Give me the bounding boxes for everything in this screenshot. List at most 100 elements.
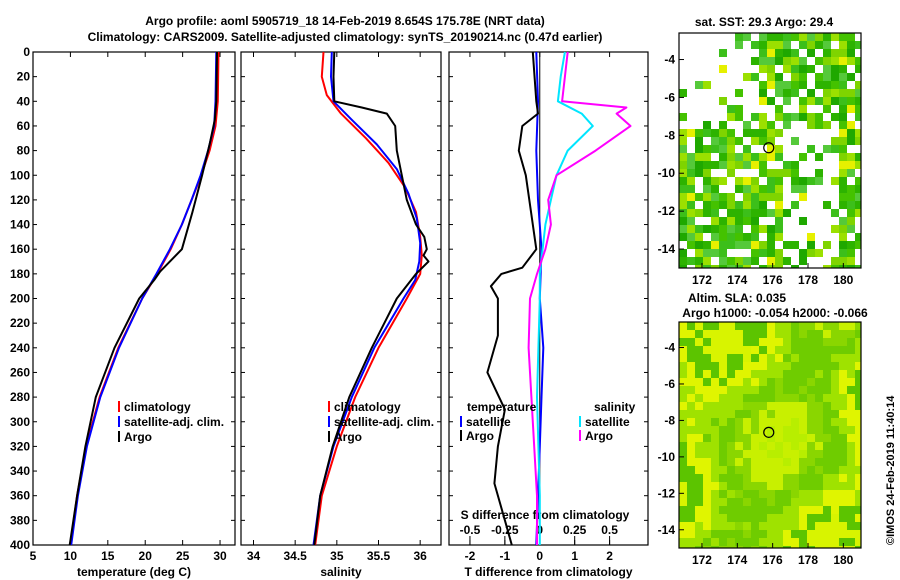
x-tick-label: 30 bbox=[213, 549, 227, 563]
sla-map-cell bbox=[679, 418, 687, 426]
sla-map-cell bbox=[735, 394, 743, 402]
sst-map-cell bbox=[767, 121, 775, 129]
x-tick-label: 25 bbox=[176, 549, 190, 563]
sst-map-cell bbox=[751, 129, 759, 137]
sst-map-cell bbox=[799, 193, 807, 201]
sst-map-cell bbox=[783, 169, 791, 177]
sla-map-cell bbox=[695, 458, 703, 466]
map-y-tick-label: -4 bbox=[664, 53, 675, 67]
sst-map-cell bbox=[759, 225, 767, 233]
difference-profile-series-salinity-satellite bbox=[536, 51, 594, 545]
sst-map-cell bbox=[775, 113, 783, 121]
sst-map-cell bbox=[759, 161, 767, 169]
sla-map-cell bbox=[743, 466, 751, 474]
sla-map-cell bbox=[751, 482, 759, 490]
salinity-profile-frame bbox=[240, 51, 442, 546]
sst-map-cell bbox=[695, 233, 703, 241]
sla-map-cell bbox=[815, 546, 823, 548]
sla-map-cell bbox=[783, 426, 791, 434]
sst-map-cell bbox=[751, 249, 759, 257]
sla-map-cell bbox=[735, 346, 743, 354]
sla-map-cell bbox=[831, 370, 839, 378]
sst-map-cell bbox=[687, 209, 695, 217]
sla-map-cell bbox=[791, 378, 799, 386]
sla-map-cell bbox=[695, 426, 703, 434]
sst-map-cell bbox=[719, 153, 727, 161]
sst-map-cell bbox=[783, 65, 791, 73]
sst-map-cell bbox=[759, 209, 767, 217]
sla-map-cell bbox=[847, 490, 855, 498]
sla-map-cell bbox=[855, 482, 861, 490]
sla-map-cell bbox=[815, 506, 823, 514]
sst-map-cell bbox=[815, 57, 823, 65]
sst-map-cell bbox=[703, 185, 711, 193]
depth-tick-label: 80 bbox=[17, 144, 31, 158]
sst-map-cell bbox=[783, 257, 791, 265]
legend-title-temperature: temperature bbox=[467, 400, 537, 414]
sla-map-cell bbox=[703, 394, 711, 402]
sst-map-cell bbox=[695, 193, 703, 201]
sla-map-cell bbox=[815, 498, 823, 506]
sla-map-cell bbox=[735, 386, 743, 394]
sla-map-cell bbox=[703, 418, 711, 426]
sla-map-cell bbox=[791, 370, 799, 378]
map-y-tick-label: -6 bbox=[664, 90, 675, 104]
sla-map-cell bbox=[839, 394, 847, 402]
sla-map-cell bbox=[687, 426, 695, 434]
sla-map-cell bbox=[831, 482, 839, 490]
sla-map-cell bbox=[847, 362, 855, 370]
sst-map-cell bbox=[791, 89, 799, 97]
sst-map-cell bbox=[847, 129, 855, 137]
sst-map-cell bbox=[711, 265, 719, 268]
sla-map-cell bbox=[799, 530, 807, 538]
sla-map-cell bbox=[695, 498, 703, 506]
sst-map-cell bbox=[767, 153, 775, 161]
sst-map-cell bbox=[807, 177, 815, 185]
sla-map-cell bbox=[727, 426, 735, 434]
sla-map-cell bbox=[783, 546, 791, 548]
sla-map-cell bbox=[679, 410, 687, 418]
sst-map-cell bbox=[831, 225, 839, 233]
sst-map-cell bbox=[719, 49, 727, 57]
depth-tick-label: 160 bbox=[10, 242, 30, 256]
sla-map-cell bbox=[719, 394, 727, 402]
sla-map-cell bbox=[847, 434, 855, 442]
sst-map-cell bbox=[703, 121, 711, 129]
sst-map-cell bbox=[759, 33, 767, 41]
sst-map-cell bbox=[791, 201, 799, 209]
sla-map-cell bbox=[743, 338, 751, 346]
sla-map-cell bbox=[783, 498, 791, 506]
depth-tick-label: 200 bbox=[10, 292, 30, 306]
sla-map-cell bbox=[743, 506, 751, 514]
sla-map-cell bbox=[855, 442, 861, 450]
sla-map-cell bbox=[807, 418, 815, 426]
sla-map-cell bbox=[679, 386, 687, 394]
sla-map-cell bbox=[687, 346, 695, 354]
sla-map-cell bbox=[679, 346, 687, 354]
sst-map-cell bbox=[759, 97, 767, 105]
sst-map-cell bbox=[751, 161, 759, 169]
sla-map-cell bbox=[823, 322, 831, 330]
sst-map-cell bbox=[855, 265, 861, 268]
sla-map-cell bbox=[735, 490, 743, 498]
depth-tick-label: 400 bbox=[10, 538, 30, 552]
sst-map-cell bbox=[751, 225, 759, 233]
sla-map-cell bbox=[831, 354, 839, 362]
sla-map-cell bbox=[711, 458, 719, 466]
temperature-profile-frame bbox=[32, 51, 236, 546]
sla-map-cell bbox=[711, 514, 719, 522]
sla-map-cell bbox=[823, 370, 831, 378]
figure-title-line1: Argo profile: aoml 5905719_18 14-Feb-201… bbox=[145, 14, 545, 28]
sst-map-cell bbox=[719, 233, 727, 241]
sla-map-cell bbox=[759, 530, 767, 538]
sla-map-cell bbox=[719, 370, 727, 378]
sla-map-cell bbox=[743, 354, 751, 362]
sst-map-cell bbox=[735, 201, 743, 209]
sla-map-cell bbox=[807, 362, 815, 370]
sst-map-cell bbox=[687, 169, 695, 177]
sla-map-cell bbox=[735, 482, 743, 490]
sla-map-cell bbox=[711, 442, 719, 450]
sla-map-cell bbox=[751, 402, 759, 410]
sst-map-cell bbox=[743, 129, 751, 137]
